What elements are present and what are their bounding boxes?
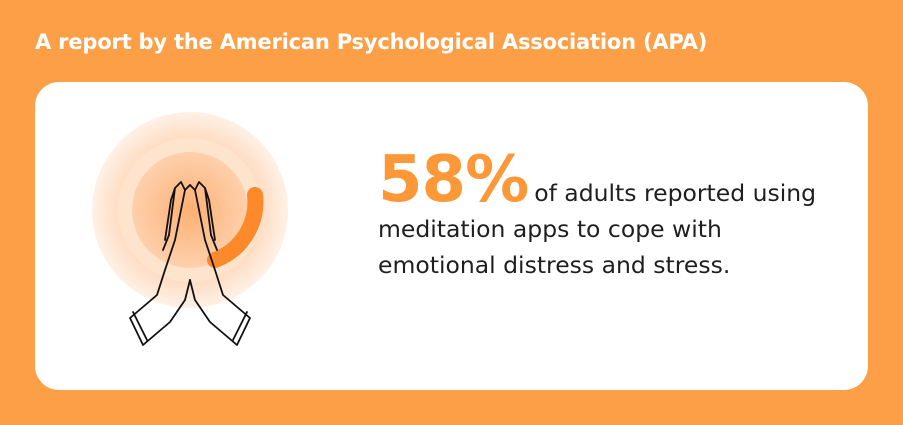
header-title: A report by the American Psychological A…	[35, 30, 708, 54]
stat-value: 58%	[378, 143, 529, 217]
card: 58% of adults reported using meditation a…	[35, 82, 868, 390]
stat-block: 58% of adults reported using meditation a…	[378, 148, 828, 283]
stat-text: of adults reported using meditation apps…	[378, 179, 817, 279]
praying-hands-illustration	[92, 112, 288, 346]
